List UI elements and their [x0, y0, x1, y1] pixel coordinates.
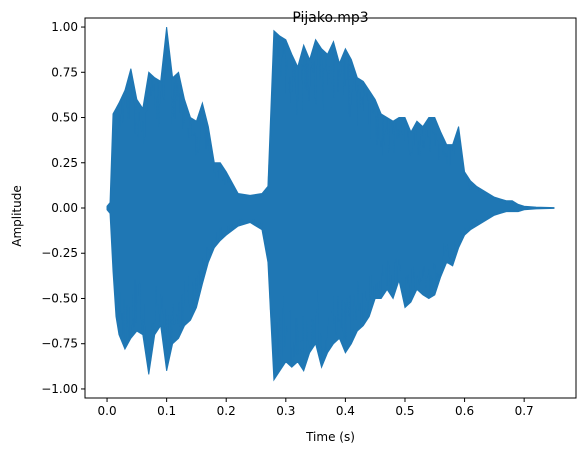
y-tick-label: 0.75 — [51, 65, 78, 79]
x-tick-label: 0.1 — [157, 404, 176, 418]
waveform-texture-0 — [106, 39, 555, 373]
y-tick-label: 0.25 — [51, 156, 78, 170]
x-tick-label: 0.7 — [515, 404, 534, 418]
y-tick-label: 0.50 — [51, 111, 78, 125]
y-tick-label: 1.00 — [51, 20, 78, 34]
x-axis: 0.0 0.1 0.2 0.3 0.4 0.5 0.6 0.7 — [98, 398, 534, 418]
y-tick-label: −0.50 — [41, 291, 78, 305]
x-tick-label: 0.0 — [98, 404, 117, 418]
x-tick-label: 0.6 — [455, 404, 474, 418]
y-tick-label: −0.75 — [41, 337, 78, 351]
y-tick-label: −1.00 — [41, 382, 78, 396]
y-axis-label: Amplitude — [10, 185, 24, 247]
y-tick-label: −0.25 — [41, 246, 78, 260]
x-tick-label: 0.5 — [395, 404, 414, 418]
x-axis-label: Time (s) — [305, 430, 355, 444]
y-axis: 1.00 0.75 0.50 0.25 0.00 −0.25 −0.50 −0.75 −1.00 — [41, 20, 85, 396]
x-tick-label: 0.3 — [276, 404, 295, 418]
x-tick-label: 0.4 — [336, 404, 355, 418]
y-tick-label: 0.00 — [51, 201, 78, 215]
plot-area — [106, 26, 555, 382]
x-tick-label: 0.2 — [217, 404, 236, 418]
